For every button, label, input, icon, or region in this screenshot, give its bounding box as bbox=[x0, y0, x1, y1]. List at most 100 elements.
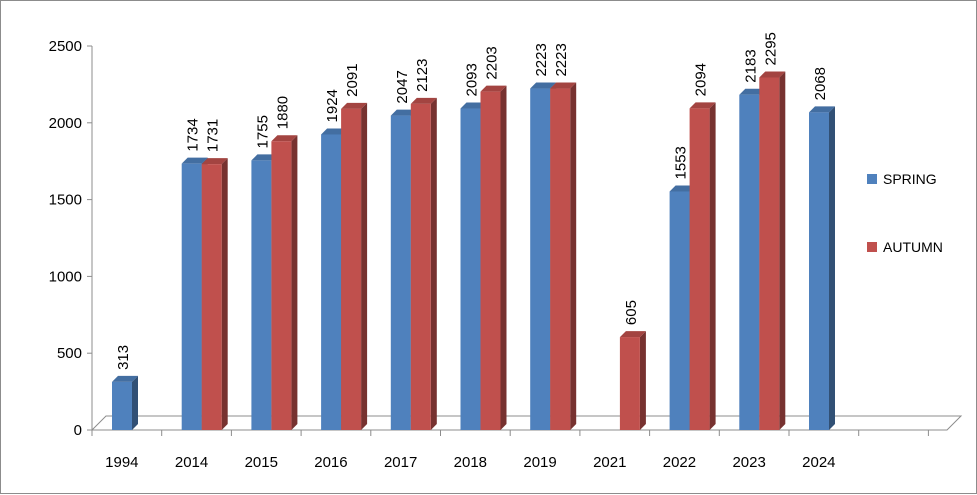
bar-front bbox=[390, 115, 411, 430]
x-tick-label: 2016 bbox=[314, 454, 347, 471]
bar-front bbox=[739, 94, 760, 431]
x-tick-label: 2015 bbox=[245, 454, 278, 471]
data-label: 2295 bbox=[762, 32, 779, 65]
data-label: 313 bbox=[115, 345, 132, 370]
data-label: 2223 bbox=[533, 43, 550, 76]
bar-top bbox=[390, 109, 417, 116]
data-label: 2068 bbox=[812, 67, 829, 100]
bar-top bbox=[460, 102, 487, 109]
bar-autumn bbox=[410, 97, 437, 431]
bar-top bbox=[410, 97, 437, 104]
data-label: 2223 bbox=[553, 43, 570, 76]
x-tick-label: 2018 bbox=[454, 454, 487, 471]
bars bbox=[112, 71, 835, 431]
bar-top bbox=[809, 106, 835, 113]
bar-front bbox=[201, 164, 222, 430]
bar-side bbox=[570, 82, 577, 430]
bar-side bbox=[709, 102, 716, 430]
bar-autumn bbox=[619, 331, 646, 430]
data-label: 2093 bbox=[464, 63, 481, 96]
bar-top bbox=[689, 102, 716, 109]
legend-label-spring: SPRING bbox=[883, 171, 937, 187]
x-tick-label: 2014 bbox=[175, 454, 208, 471]
data-label: 2123 bbox=[414, 59, 431, 92]
data-label: 1924 bbox=[324, 89, 341, 122]
bar-top bbox=[271, 135, 298, 142]
bar-side bbox=[361, 102, 368, 431]
bar-top bbox=[251, 154, 278, 161]
bar-top bbox=[181, 157, 208, 164]
bar-top bbox=[739, 88, 766, 95]
x-tick-label: 2017 bbox=[384, 454, 417, 471]
bar-front bbox=[251, 160, 272, 430]
y-tick-label: 2000 bbox=[49, 115, 82, 132]
legend-label-autumn: AUTUMN bbox=[883, 239, 943, 255]
bar-front bbox=[271, 141, 292, 430]
bar-top bbox=[480, 85, 507, 92]
data-label: 1755 bbox=[254, 115, 271, 148]
x-tick-label: 2021 bbox=[593, 454, 626, 471]
data-label: 605 bbox=[623, 300, 640, 325]
y-tick-label: 1000 bbox=[49, 268, 82, 285]
bar-front bbox=[480, 91, 501, 430]
bar-autumn bbox=[201, 158, 228, 430]
bar-autumn bbox=[341, 102, 368, 431]
bar-front bbox=[669, 191, 690, 430]
data-label: 1553 bbox=[673, 146, 690, 179]
bar-side bbox=[291, 135, 298, 430]
bar-side bbox=[430, 97, 437, 431]
bar-side bbox=[829, 106, 835, 431]
data-label: 2203 bbox=[484, 46, 501, 79]
bar-side bbox=[132, 375, 138, 430]
y-tick-label: 2500 bbox=[49, 38, 82, 55]
bar-top bbox=[619, 331, 646, 338]
bar-autumn bbox=[480, 85, 507, 430]
bar-autumn bbox=[550, 82, 577, 430]
bar-top bbox=[201, 158, 228, 165]
bar-top bbox=[112, 375, 138, 382]
legend: SPRING AUTUMN bbox=[867, 171, 943, 255]
y-axis: 0 500 1000 1500 2000 2500 bbox=[49, 38, 93, 439]
y-tick-label: 0 bbox=[74, 422, 82, 439]
bar-side bbox=[500, 85, 507, 430]
bar-front bbox=[619, 337, 640, 430]
bar-top bbox=[759, 71, 786, 78]
legend-swatch-autumn bbox=[867, 242, 877, 252]
data-label: 1731 bbox=[205, 119, 222, 152]
data-label: 1734 bbox=[185, 118, 202, 151]
x-tick-label: 2019 bbox=[523, 454, 556, 471]
y-tick-label: 500 bbox=[57, 345, 82, 362]
bar-front bbox=[341, 108, 362, 431]
bar-side bbox=[221, 158, 228, 430]
bar-side bbox=[639, 331, 646, 430]
bar-front bbox=[410, 103, 431, 431]
x-tick-label: 2023 bbox=[732, 454, 765, 471]
bar-side bbox=[779, 71, 786, 430]
bar-top bbox=[669, 185, 696, 192]
bar-autumn bbox=[759, 71, 786, 430]
data-label: 2047 bbox=[394, 70, 411, 103]
bar-front bbox=[689, 108, 710, 430]
bar-top bbox=[550, 82, 577, 89]
bar-front bbox=[530, 88, 551, 430]
x-tick-label: 2022 bbox=[663, 454, 696, 471]
bar-front bbox=[321, 134, 342, 430]
bar-front bbox=[181, 163, 202, 430]
data-label: 2183 bbox=[742, 49, 759, 82]
bar-top bbox=[321, 128, 348, 135]
data-label: 2091 bbox=[344, 63, 361, 96]
bar-front bbox=[550, 88, 571, 430]
bar-spring bbox=[112, 375, 138, 430]
bar-front bbox=[112, 381, 132, 430]
x-tick-label: 2024 bbox=[802, 454, 835, 471]
x-tick-label: 1994 bbox=[105, 454, 138, 471]
bar-autumn bbox=[689, 102, 716, 430]
bar-front bbox=[460, 108, 481, 430]
bar-front bbox=[809, 112, 829, 431]
bar-top bbox=[530, 82, 557, 89]
x-axis: 1994 2014 2015 2016 2017 2018 2019 2021 2022 2023… bbox=[91, 429, 947, 471]
y-tick-label: 1500 bbox=[49, 192, 82, 209]
